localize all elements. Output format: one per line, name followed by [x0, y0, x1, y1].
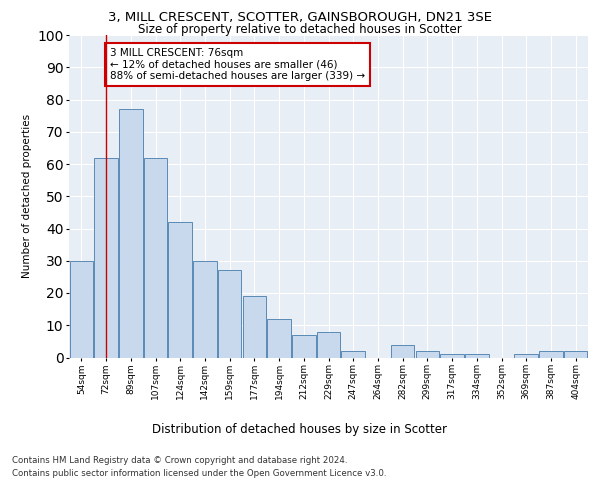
- Bar: [539, 351, 563, 358]
- Bar: [169, 222, 192, 358]
- Text: 3 MILL CRESCENT: 76sqm
← 12% of detached houses are smaller (46)
88% of semi-det: 3 MILL CRESCENT: 76sqm ← 12% of detached…: [110, 48, 365, 81]
- Bar: [317, 332, 340, 357]
- Y-axis label: Number of detached properties: Number of detached properties: [22, 114, 32, 278]
- Bar: [218, 270, 241, 358]
- Bar: [440, 354, 464, 358]
- Bar: [341, 351, 365, 358]
- Bar: [292, 335, 316, 357]
- Bar: [391, 344, 415, 358]
- Text: Contains HM Land Registry data © Crown copyright and database right 2024.: Contains HM Land Registry data © Crown c…: [12, 456, 347, 465]
- Bar: [94, 158, 118, 358]
- Bar: [144, 158, 167, 358]
- Bar: [242, 296, 266, 358]
- Bar: [514, 354, 538, 358]
- Bar: [268, 319, 291, 358]
- Bar: [416, 351, 439, 358]
- Bar: [564, 351, 587, 358]
- Bar: [465, 354, 488, 358]
- Bar: [70, 261, 93, 358]
- Bar: [193, 261, 217, 358]
- Text: Contains public sector information licensed under the Open Government Licence v3: Contains public sector information licen…: [12, 468, 386, 477]
- Text: 3, MILL CRESCENT, SCOTTER, GAINSBOROUGH, DN21 3SE: 3, MILL CRESCENT, SCOTTER, GAINSBOROUGH,…: [108, 11, 492, 24]
- Bar: [119, 109, 143, 358]
- Text: Distribution of detached houses by size in Scotter: Distribution of detached houses by size …: [152, 422, 448, 436]
- Text: Size of property relative to detached houses in Scotter: Size of property relative to detached ho…: [138, 22, 462, 36]
